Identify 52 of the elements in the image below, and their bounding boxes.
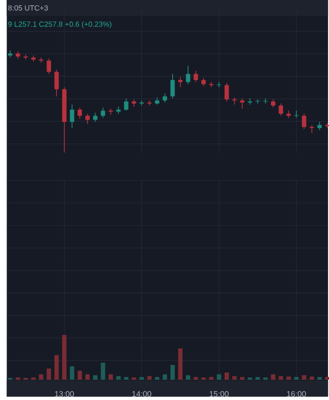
candlestick xyxy=(193,70,198,82)
bar xyxy=(186,375,190,380)
bar xyxy=(154,377,160,380)
candlestick xyxy=(46,58,51,74)
bar xyxy=(263,377,268,380)
bar xyxy=(255,377,260,380)
bar xyxy=(70,366,74,380)
bar xyxy=(139,377,144,380)
bar xyxy=(100,362,105,380)
candlestick xyxy=(240,98,244,110)
bar xyxy=(31,377,36,380)
bar xyxy=(208,377,214,380)
candlestick xyxy=(162,92,167,103)
bar xyxy=(62,335,66,380)
candlestick xyxy=(85,113,90,124)
bar xyxy=(108,374,113,380)
candlestick xyxy=(178,76,182,88)
candlestick xyxy=(38,57,44,64)
candlestick xyxy=(70,104,74,128)
bar xyxy=(193,377,198,380)
bar xyxy=(54,355,59,380)
bar xyxy=(278,376,283,380)
bar xyxy=(324,377,329,380)
candlestick xyxy=(147,100,152,106)
bar xyxy=(162,374,167,380)
bar xyxy=(38,374,44,380)
candlestick xyxy=(278,103,283,116)
bar xyxy=(232,376,236,380)
bar xyxy=(286,376,291,380)
bar xyxy=(170,364,175,380)
bar xyxy=(77,370,82,380)
bar xyxy=(178,348,182,380)
candlestick xyxy=(302,113,306,130)
candlestick xyxy=(54,69,59,97)
candlestick xyxy=(224,82,229,102)
bar xyxy=(92,375,98,380)
candlestick xyxy=(100,107,105,118)
bar xyxy=(309,376,314,380)
candlestick xyxy=(186,65,190,85)
candlestick xyxy=(92,112,98,122)
bar xyxy=(270,374,276,380)
bar xyxy=(294,377,298,380)
candlestick xyxy=(124,98,128,112)
bar xyxy=(240,377,244,380)
bar xyxy=(147,376,152,380)
bar xyxy=(46,368,51,380)
bar xyxy=(224,372,229,380)
candlestick xyxy=(170,73,175,99)
bar xyxy=(116,376,120,380)
candlestick xyxy=(77,107,82,120)
bar xyxy=(124,377,128,380)
bar xyxy=(302,375,306,380)
